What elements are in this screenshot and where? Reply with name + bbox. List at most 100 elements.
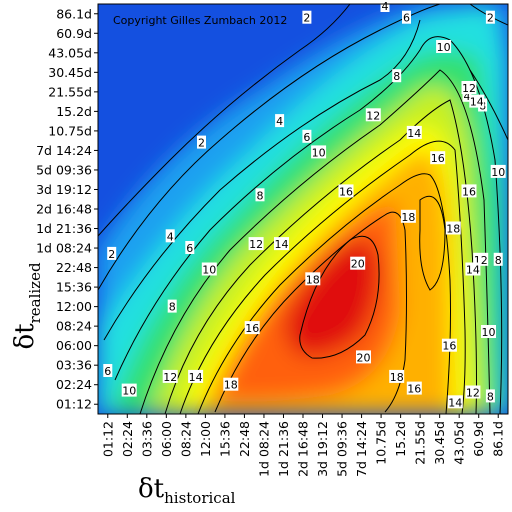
contour-label-box bbox=[436, 40, 452, 53]
contour-label-text: 14 bbox=[470, 96, 484, 109]
contour-label-box bbox=[462, 88, 472, 102]
contour-label-text: 14 bbox=[189, 371, 203, 384]
y-tick-label: 7d 14:24 bbox=[36, 143, 92, 158]
contour-line-12 bbox=[164, 99, 477, 414]
contour-label-box bbox=[392, 69, 402, 83]
x-tick-label: 7d 14:24 bbox=[354, 421, 369, 477]
y-tick-label: 03:36 bbox=[56, 358, 92, 373]
contour-line-2a bbox=[98, 4, 351, 237]
contour-label: 10 bbox=[311, 145, 327, 159]
contour-label-text: 16 bbox=[462, 185, 476, 198]
contour-label-box bbox=[350, 256, 366, 270]
y-axis-title-main: δt bbox=[10, 323, 40, 350]
contour-label-text: 8 bbox=[257, 189, 264, 202]
contour-label-box bbox=[274, 237, 289, 251]
contour-label-text: 12 bbox=[466, 387, 480, 400]
x-tick-label: 02:24 bbox=[120, 421, 135, 457]
contour-label: 18 bbox=[389, 369, 405, 384]
contour-label-text: 14 bbox=[448, 396, 462, 409]
contour-label-text: 8 bbox=[495, 254, 502, 267]
contour-label: 4 bbox=[380, 0, 390, 13]
contour-label-text: 18 bbox=[401, 211, 415, 224]
contour-label-box bbox=[493, 252, 503, 266]
contour-label-box bbox=[402, 10, 411, 24]
contour-label: 10 bbox=[481, 325, 496, 339]
contour-label-box bbox=[244, 321, 260, 335]
contour-label: 14 bbox=[274, 237, 289, 251]
contour-label-box bbox=[356, 350, 371, 364]
contour-label: 18 bbox=[305, 272, 321, 286]
contour-label: 12 bbox=[461, 81, 477, 95]
contour-label: 16 bbox=[338, 184, 354, 198]
contour-label: 8 bbox=[255, 188, 265, 202]
contour-label-text: 6 bbox=[303, 131, 310, 144]
contour-label: 10 bbox=[490, 164, 506, 179]
y-tick-label: 30.45d bbox=[48, 65, 92, 80]
x-tick-label: 3d 19:12 bbox=[315, 421, 330, 477]
contour-label-box bbox=[185, 241, 195, 254]
y-tick-label: 10.75d bbox=[48, 123, 92, 138]
contour-label: 8 bbox=[493, 252, 503, 267]
contour-line-16 bbox=[197, 173, 451, 414]
x-tick-label: 15:36 bbox=[217, 421, 232, 457]
x-tick-label: 15.2d bbox=[393, 421, 408, 457]
y-tick-label: 1d 21:36 bbox=[36, 221, 92, 236]
svg-text:δtrealized: δtrealized bbox=[10, 262, 44, 349]
contour-label-box bbox=[469, 94, 485, 108]
contour-label-box bbox=[481, 325, 496, 338]
contour-label-text: 14 bbox=[407, 127, 421, 140]
y-tick-label: 06:00 bbox=[56, 338, 92, 353]
contour-line-20 bbox=[299, 235, 380, 359]
contour-label-text: 18 bbox=[390, 371, 404, 384]
contour-label-text: 12 bbox=[249, 238, 263, 251]
contour-label-box bbox=[465, 385, 481, 399]
contour-label-text: 2 bbox=[487, 12, 494, 25]
contour-label-text: 10 bbox=[437, 41, 451, 54]
contour-label-box bbox=[311, 145, 327, 159]
contour-label: 8 bbox=[392, 69, 402, 83]
contour-label-text: 6 bbox=[186, 242, 193, 255]
contour-label-box bbox=[248, 237, 264, 251]
contour-label-box bbox=[461, 81, 477, 94]
y-tick-label: 5d 09:36 bbox=[36, 162, 92, 177]
contour-label-text: 10 bbox=[122, 385, 136, 398]
copyright-text: Copyright Gilles Zumbach 2012 bbox=[113, 14, 287, 27]
contour-label-text: 6 bbox=[403, 12, 410, 25]
x-axis-title: δthistorical bbox=[138, 474, 236, 507]
contour-label-text: 20 bbox=[351, 258, 365, 271]
contour-label-text: 2 bbox=[303, 12, 310, 25]
contour-label: 8 bbox=[167, 299, 177, 314]
y-tick-label: 12:00 bbox=[56, 299, 92, 314]
x-tick-label: 21.55d bbox=[413, 421, 428, 465]
y-tick-label: 21.55d bbox=[48, 84, 92, 99]
x-tick-label: 03:36 bbox=[139, 421, 154, 457]
contour-label: 4 bbox=[165, 229, 175, 243]
contour-label-text: 10 bbox=[312, 146, 326, 159]
x-tick-label: 10.75d bbox=[374, 421, 389, 465]
contour-label-text: 16 bbox=[339, 185, 353, 198]
x-tick-label: 43.05d bbox=[452, 421, 467, 465]
x-axis-ticks: 01:12 02:24 03:36 06:00 08:24 12:00 15:36 22:48… bbox=[100, 414, 506, 477]
contour-label-text: 8 bbox=[393, 70, 400, 83]
contour-label-text: 14 bbox=[275, 238, 289, 251]
heatmap-surface bbox=[98, 4, 508, 414]
contour-line-8 bbox=[114, 36, 503, 414]
contour-label: 12 bbox=[248, 237, 264, 251]
x-axis-title-main: δt bbox=[138, 474, 165, 504]
contour-label: 14 bbox=[447, 395, 463, 409]
contour-label: 20 bbox=[356, 350, 371, 364]
contour-label-box bbox=[338, 184, 354, 198]
contour-label: 6 bbox=[103, 364, 113, 378]
x-tick-label: 22:48 bbox=[237, 421, 252, 457]
contour-label: 6 bbox=[302, 129, 312, 144]
contour-label: 14 bbox=[469, 94, 485, 109]
contour-line-18 bbox=[214, 211, 407, 413]
y-tick-label: 15.2d bbox=[56, 104, 92, 119]
contour-label-text: 4 bbox=[382, 0, 389, 13]
contour-label-text: 8 bbox=[169, 301, 176, 314]
contour-label: 2 bbox=[107, 246, 117, 261]
contour-labels: 2222444466668888881010101010101212121212… bbox=[103, 0, 506, 409]
contour-label-box bbox=[188, 369, 204, 383]
contour-label: 12 bbox=[365, 108, 381, 122]
contour-label-text: 12 bbox=[163, 371, 177, 384]
